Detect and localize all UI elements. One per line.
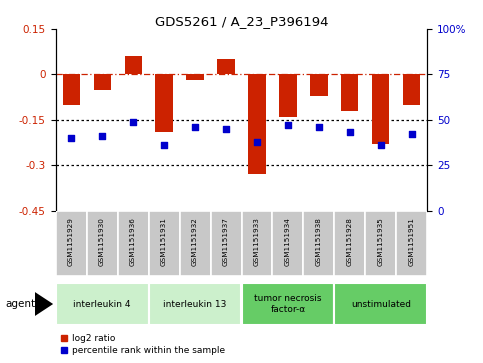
Bar [149, 283, 242, 325]
Point [253, 139, 261, 144]
Text: GSM1151932: GSM1151932 [192, 217, 198, 266]
Point [67, 135, 75, 141]
Polygon shape [35, 292, 53, 316]
Text: GSM1151933: GSM1151933 [254, 217, 260, 266]
Bar [311, 74, 327, 95]
Bar [366, 211, 397, 276]
Bar [62, 74, 80, 105]
Bar [156, 74, 172, 132]
Bar [397, 211, 427, 276]
Point [160, 142, 168, 148]
Bar [211, 211, 242, 276]
Bar [56, 211, 86, 276]
Text: GSM1151929: GSM1151929 [68, 217, 74, 266]
Bar [217, 59, 235, 74]
Point [408, 131, 416, 137]
Bar [248, 74, 266, 174]
Bar [186, 74, 203, 81]
Bar [341, 74, 358, 111]
Bar [149, 211, 180, 276]
Text: GSM1151951: GSM1151951 [409, 217, 415, 266]
Title: GDS5261 / A_23_P396194: GDS5261 / A_23_P396194 [155, 15, 328, 28]
Bar [280, 74, 297, 117]
Point [129, 119, 137, 125]
Bar [242, 283, 334, 325]
Bar [86, 211, 117, 276]
Bar [334, 283, 427, 325]
Bar [56, 283, 149, 325]
Bar [94, 74, 111, 90]
Text: GSM1151931: GSM1151931 [161, 217, 167, 266]
Text: GSM1151936: GSM1151936 [130, 217, 136, 266]
Point [98, 133, 106, 139]
Bar [303, 211, 334, 276]
Point [191, 124, 199, 130]
Text: unstimulated: unstimulated [351, 299, 411, 309]
Bar [180, 211, 211, 276]
Text: agent: agent [6, 299, 36, 309]
Bar [272, 211, 303, 276]
Point [346, 130, 354, 135]
Text: tumor necrosis
factor-α: tumor necrosis factor-α [254, 294, 322, 314]
Text: interleukin 13: interleukin 13 [163, 299, 227, 309]
Bar [117, 211, 149, 276]
Legend: log2 ratio, percentile rank within the sample: log2 ratio, percentile rank within the s… [60, 334, 225, 355]
Point [222, 126, 230, 132]
Bar [334, 211, 366, 276]
Text: GSM1151935: GSM1151935 [378, 217, 384, 266]
Bar [242, 211, 272, 276]
Bar [372, 74, 389, 144]
Bar [125, 56, 142, 74]
Point [315, 124, 323, 130]
Bar [403, 74, 421, 105]
Text: GSM1151928: GSM1151928 [347, 217, 353, 266]
Point [377, 142, 385, 148]
Text: GSM1151934: GSM1151934 [285, 217, 291, 266]
Text: GSM1151937: GSM1151937 [223, 217, 229, 266]
Point [284, 122, 292, 128]
Text: GSM1151930: GSM1151930 [99, 217, 105, 266]
Text: GSM1151938: GSM1151938 [316, 217, 322, 266]
Text: interleukin 4: interleukin 4 [73, 299, 131, 309]
